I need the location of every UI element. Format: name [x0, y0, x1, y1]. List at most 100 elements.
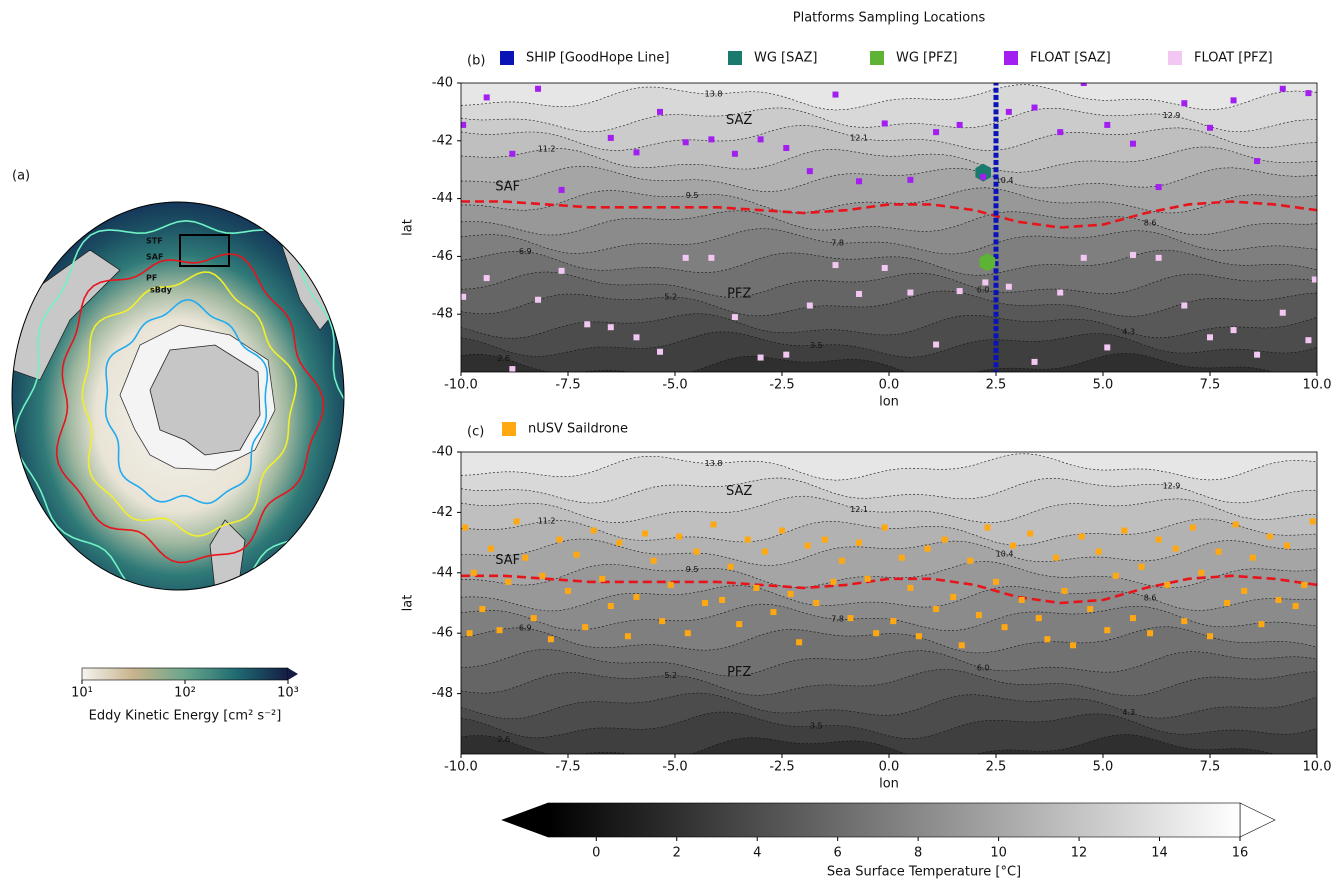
data-point	[1080, 83, 1087, 86]
data-point	[1254, 158, 1261, 165]
contour-label: 11.2	[538, 516, 556, 525]
data-point	[607, 134, 614, 141]
x-tick-label: -7.5	[555, 760, 580, 775]
data-point	[1035, 615, 1042, 622]
data-point	[993, 239, 999, 245]
data-point	[1224, 600, 1231, 606]
data-point	[599, 575, 606, 582]
data-point	[856, 539, 863, 546]
data-point	[993, 253, 999, 259]
contour-line	[461, 352, 1276, 372]
data-point	[993, 159, 999, 165]
data-point	[676, 533, 683, 540]
data-point	[1070, 642, 1077, 649]
data-point	[708, 136, 715, 143]
data-point	[881, 120, 888, 127]
data-point	[993, 167, 999, 173]
data-point	[1104, 344, 1111, 351]
data-point	[806, 168, 813, 175]
plot-area: 2.6 3.5 4.3 5.2 6.0 6.9 7.8 8.6 9.5 10.4 11.2 12.1 1…	[461, 452, 1317, 754]
data-point	[1266, 533, 1273, 540]
contour-line	[461, 453, 1317, 481]
data-point	[539, 572, 546, 579]
data-point	[505, 578, 512, 585]
legend-marker	[728, 51, 742, 65]
x-tick-label: -5.0	[662, 378, 687, 393]
x-tick-label: 7.5	[1200, 760, 1221, 775]
data-point	[1198, 569, 1205, 576]
contour-label: 6.0	[977, 664, 990, 673]
data-point	[856, 290, 863, 297]
data-point	[993, 152, 999, 158]
land	[12, 249, 121, 381]
data-point	[984, 524, 991, 531]
data-point	[1311, 276, 1317, 283]
data-point	[1181, 618, 1188, 625]
contour-label: 3.5	[810, 341, 823, 350]
contour-label: 6.0	[977, 285, 990, 294]
data-point	[907, 289, 914, 296]
data-point	[873, 630, 880, 637]
data-point	[1104, 627, 1111, 634]
data-point	[582, 624, 589, 631]
data-point	[993, 196, 999, 202]
contour-label: 11.2	[538, 144, 556, 153]
legend-marker	[870, 51, 884, 65]
data-point	[556, 536, 563, 543]
contour-line	[461, 477, 1317, 504]
data-point	[993, 116, 999, 122]
data-point	[856, 178, 863, 185]
data-point	[483, 94, 490, 101]
legend-marker	[502, 422, 516, 436]
data-point	[607, 603, 614, 610]
data-point	[993, 311, 999, 317]
contour-label: 8.6	[1144, 594, 1157, 603]
legend-label: FLOAT [PFZ]	[1194, 51, 1273, 66]
x-tick-label: 0.0	[879, 378, 900, 393]
data-point	[993, 174, 999, 180]
contour-label: 9.5	[686, 191, 699, 200]
contour-label: 10.4	[996, 549, 1014, 558]
data-point	[933, 341, 940, 348]
y-axis-label: lat	[401, 219, 416, 236]
y-tick-label: -42	[432, 133, 453, 148]
data-point	[496, 627, 503, 634]
data-point	[993, 578, 999, 585]
data-point	[975, 163, 991, 182]
x-tick-label: -10.0	[444, 378, 478, 393]
data-point	[761, 548, 768, 555]
data-point	[993, 297, 999, 303]
data-point	[1275, 596, 1282, 603]
colorbar-tick-label: 2	[673, 846, 681, 861]
x-tick-label: 2.5	[986, 378, 1007, 393]
data-point	[881, 264, 888, 271]
data-point	[980, 173, 987, 180]
data-point	[624, 633, 631, 640]
data-point	[787, 590, 794, 597]
x-tick-label: 10.0	[1303, 378, 1332, 393]
data-point	[993, 138, 999, 144]
data-point	[633, 149, 640, 156]
data-point	[933, 606, 940, 613]
contour-line	[461, 146, 1317, 173]
data-point	[1155, 184, 1162, 191]
map-panel	[12, 202, 344, 590]
data-point	[1181, 302, 1188, 309]
colorbar-tick-label: 10²	[174, 686, 196, 701]
data-point	[993, 87, 999, 93]
data-point	[993, 210, 999, 216]
sst-band	[461, 83, 1317, 110]
data-point	[830, 578, 837, 585]
data-point	[509, 150, 516, 157]
data-point	[708, 254, 715, 261]
data-point	[967, 557, 974, 564]
data-point	[522, 554, 529, 561]
data-point	[590, 527, 597, 534]
data-point	[650, 557, 657, 564]
data-point	[461, 121, 467, 128]
colorbar-tick-label: 12	[1071, 846, 1088, 861]
data-point	[821, 536, 828, 543]
contour-line	[461, 124, 1317, 151]
colorbar	[547, 802, 1241, 838]
data-point	[1254, 351, 1261, 358]
